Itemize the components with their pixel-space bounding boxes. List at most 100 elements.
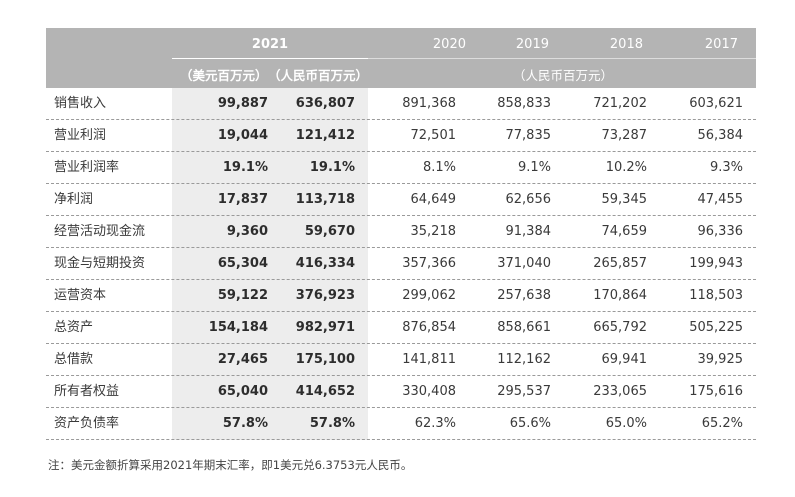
cell-rmb-2021: 416,334	[295, 256, 355, 271]
header-year-2019: 2019	[515, 37, 549, 52]
table-row: 所有者权益 65,040 414,652 330,408 295,537 233,065 1…	[46, 376, 756, 408]
cell-rmb-2017: 9.3%	[709, 160, 743, 175]
cell-rmb-2021: 414,652	[295, 384, 355, 399]
header-unit-usd: （美元百万元）	[180, 68, 268, 83]
cell-rmb-2017: 47,455	[697, 192, 744, 207]
highlight-column-2021	[172, 88, 368, 440]
cell-rmb-2021: 113,718	[295, 192, 355, 207]
cell-rmb-2017: 603,621	[689, 96, 743, 111]
table-row: 销售收入 99,887 636,807 891,368 858,833 721,202 60…	[46, 88, 756, 120]
cell-rmb-2019: 112,162	[497, 352, 551, 367]
table-row: 净利润 17,837 113,718 64,649 62,656 59,345 47,455	[46, 184, 756, 216]
table-header: 2021 2020 2019 2018 2017 （美元百万元） （人民币百万元…	[46, 28, 756, 88]
cell-usd-2021: 65,304	[217, 256, 268, 271]
cell-rmb-2021: 121,412	[295, 128, 355, 143]
table-row: 运营资本 59,122 376,923 299,062 257,638 170,864 11…	[46, 280, 756, 312]
cell-rmb-2019: 9.1%	[517, 160, 551, 175]
cell-usd-2021: 59,122	[217, 288, 268, 303]
cell-rmb-2020: 891,368	[402, 96, 456, 111]
cell-rmb-2018: 265,857	[593, 256, 647, 271]
cell-rmb-2018: 73,287	[601, 128, 648, 143]
cell-rmb-2019: 257,638	[497, 288, 551, 303]
header-divider-prior-years	[368, 58, 756, 59]
cell-rmb-2019: 77,835	[505, 128, 552, 143]
table-row: 经营活动现金流 9,360 59,670 35,218 91,384 74,659 96,3…	[46, 216, 756, 248]
row-label: 资产负债率	[54, 416, 120, 431]
cell-rmb-2018: 59,345	[601, 192, 648, 207]
cell-rmb-2019: 62,656	[505, 192, 552, 207]
table-row: 资产负债率 57.8% 57.8% 62.3% 65.6% 65.0% 65.2%	[46, 408, 756, 440]
cell-rmb-2017: 39,925	[697, 352, 744, 367]
header-year-2020: 2020	[432, 37, 466, 52]
cell-rmb-2018: 10.2%	[605, 160, 647, 175]
cell-usd-2021: 9,360	[226, 224, 268, 239]
cell-rmb-2020: 8.1%	[422, 160, 456, 175]
header-unit-rmb-prior: （人民币百万元）	[512, 68, 613, 83]
table-row: 营业利润 19,044 121,412 72,501 77,835 73,287 56,38…	[46, 120, 756, 152]
table-row: 总资产 154,184 982,971 876,854 858,661 665,792 50…	[46, 312, 756, 344]
cell-rmb-2020: 141,811	[402, 352, 456, 367]
cell-rmb-2021: 636,807	[295, 96, 355, 111]
cell-rmb-2017: 56,384	[697, 128, 744, 143]
cell-rmb-2020: 299,062	[402, 288, 456, 303]
cell-rmb-2017: 199,943	[689, 256, 743, 271]
cell-usd-2021: 17,837	[217, 192, 268, 207]
table-row: 总借款 27,465 175,100 141,811 112,162 69,941 39,9…	[46, 344, 756, 376]
table-row: 营业利润率 19.1% 19.1% 8.1% 9.1% 10.2% 9.3%	[46, 152, 756, 184]
row-label: 营业利润	[54, 128, 107, 143]
table-row: 现金与短期投资 65,304 416,334 357,366 371,040 265,85…	[46, 248, 756, 280]
row-label: 营业利润率	[54, 160, 120, 175]
cell-rmb-2020: 62.3%	[414, 416, 456, 431]
header-unit-rmb-2021: （人民币百万元）	[268, 68, 369, 83]
cell-rmb-2020: 35,218	[410, 224, 457, 239]
header-divider-2021	[172, 58, 368, 59]
cell-rmb-2020: 357,366	[402, 256, 456, 271]
cell-usd-2021: 65,040	[217, 384, 268, 399]
row-label: 经营活动现金流	[54, 224, 146, 239]
cell-rmb-2021: 376,923	[295, 288, 355, 303]
cell-rmb-2017: 505,225	[689, 320, 743, 335]
cell-rmb-2018: 170,864	[593, 288, 647, 303]
cell-usd-2021: 27,465	[217, 352, 268, 367]
cell-rmb-2020: 876,854	[402, 320, 456, 335]
header-year-2017: 2017	[704, 37, 738, 52]
cell-rmb-2021: 19.1%	[309, 160, 355, 175]
cell-rmb-2017: 65.2%	[701, 416, 743, 431]
row-label: 所有者权益	[54, 384, 120, 399]
cell-rmb-2019: 858,833	[497, 96, 551, 111]
cell-rmb-2018: 665,792	[593, 320, 647, 335]
row-label: 运营资本	[54, 288, 107, 303]
row-label: 销售收入	[54, 96, 107, 111]
cell-rmb-2017: 175,616	[689, 384, 743, 399]
cell-usd-2021: 154,184	[208, 320, 268, 335]
cell-rmb-2017: 96,336	[697, 224, 744, 239]
cell-rmb-2021: 59,670	[304, 224, 355, 239]
cell-usd-2021: 19,044	[217, 128, 268, 143]
cell-rmb-2019: 65.6%	[509, 416, 551, 431]
header-year-2018: 2018	[609, 37, 643, 52]
row-label: 总借款	[54, 352, 94, 367]
cell-rmb-2018: 69,941	[601, 352, 648, 367]
cell-rmb-2018: 74,659	[601, 224, 648, 239]
cell-rmb-2019: 295,537	[497, 384, 551, 399]
cell-rmb-2021: 982,971	[295, 320, 355, 335]
cell-rmb-2018: 65.0%	[605, 416, 647, 431]
cell-rmb-2019: 91,384	[505, 224, 552, 239]
cell-usd-2021: 99,887	[217, 96, 268, 111]
row-label: 总资产	[54, 320, 94, 335]
cell-rmb-2021: 175,100	[295, 352, 355, 367]
cell-usd-2021: 57.8%	[222, 416, 268, 431]
header-year-2021: 2021	[251, 37, 289, 52]
cell-rmb-2019: 371,040	[497, 256, 551, 271]
cell-rmb-2018: 233,065	[593, 384, 647, 399]
footnote: 注：美元金额折算采用2021年期末汇率，即1美元兑6.3753元人民币。	[48, 458, 413, 472]
cell-usd-2021: 19.1%	[222, 160, 268, 175]
cell-rmb-2020: 72,501	[410, 128, 457, 143]
row-label: 净利润	[54, 192, 94, 207]
cell-rmb-2017: 118,503	[689, 288, 743, 303]
row-label: 现金与短期投资	[54, 256, 146, 271]
cell-rmb-2018: 721,202	[593, 96, 647, 111]
cell-rmb-2020: 330,408	[402, 384, 456, 399]
cell-rmb-2021: 57.8%	[309, 416, 355, 431]
cell-rmb-2019: 858,661	[497, 320, 551, 335]
